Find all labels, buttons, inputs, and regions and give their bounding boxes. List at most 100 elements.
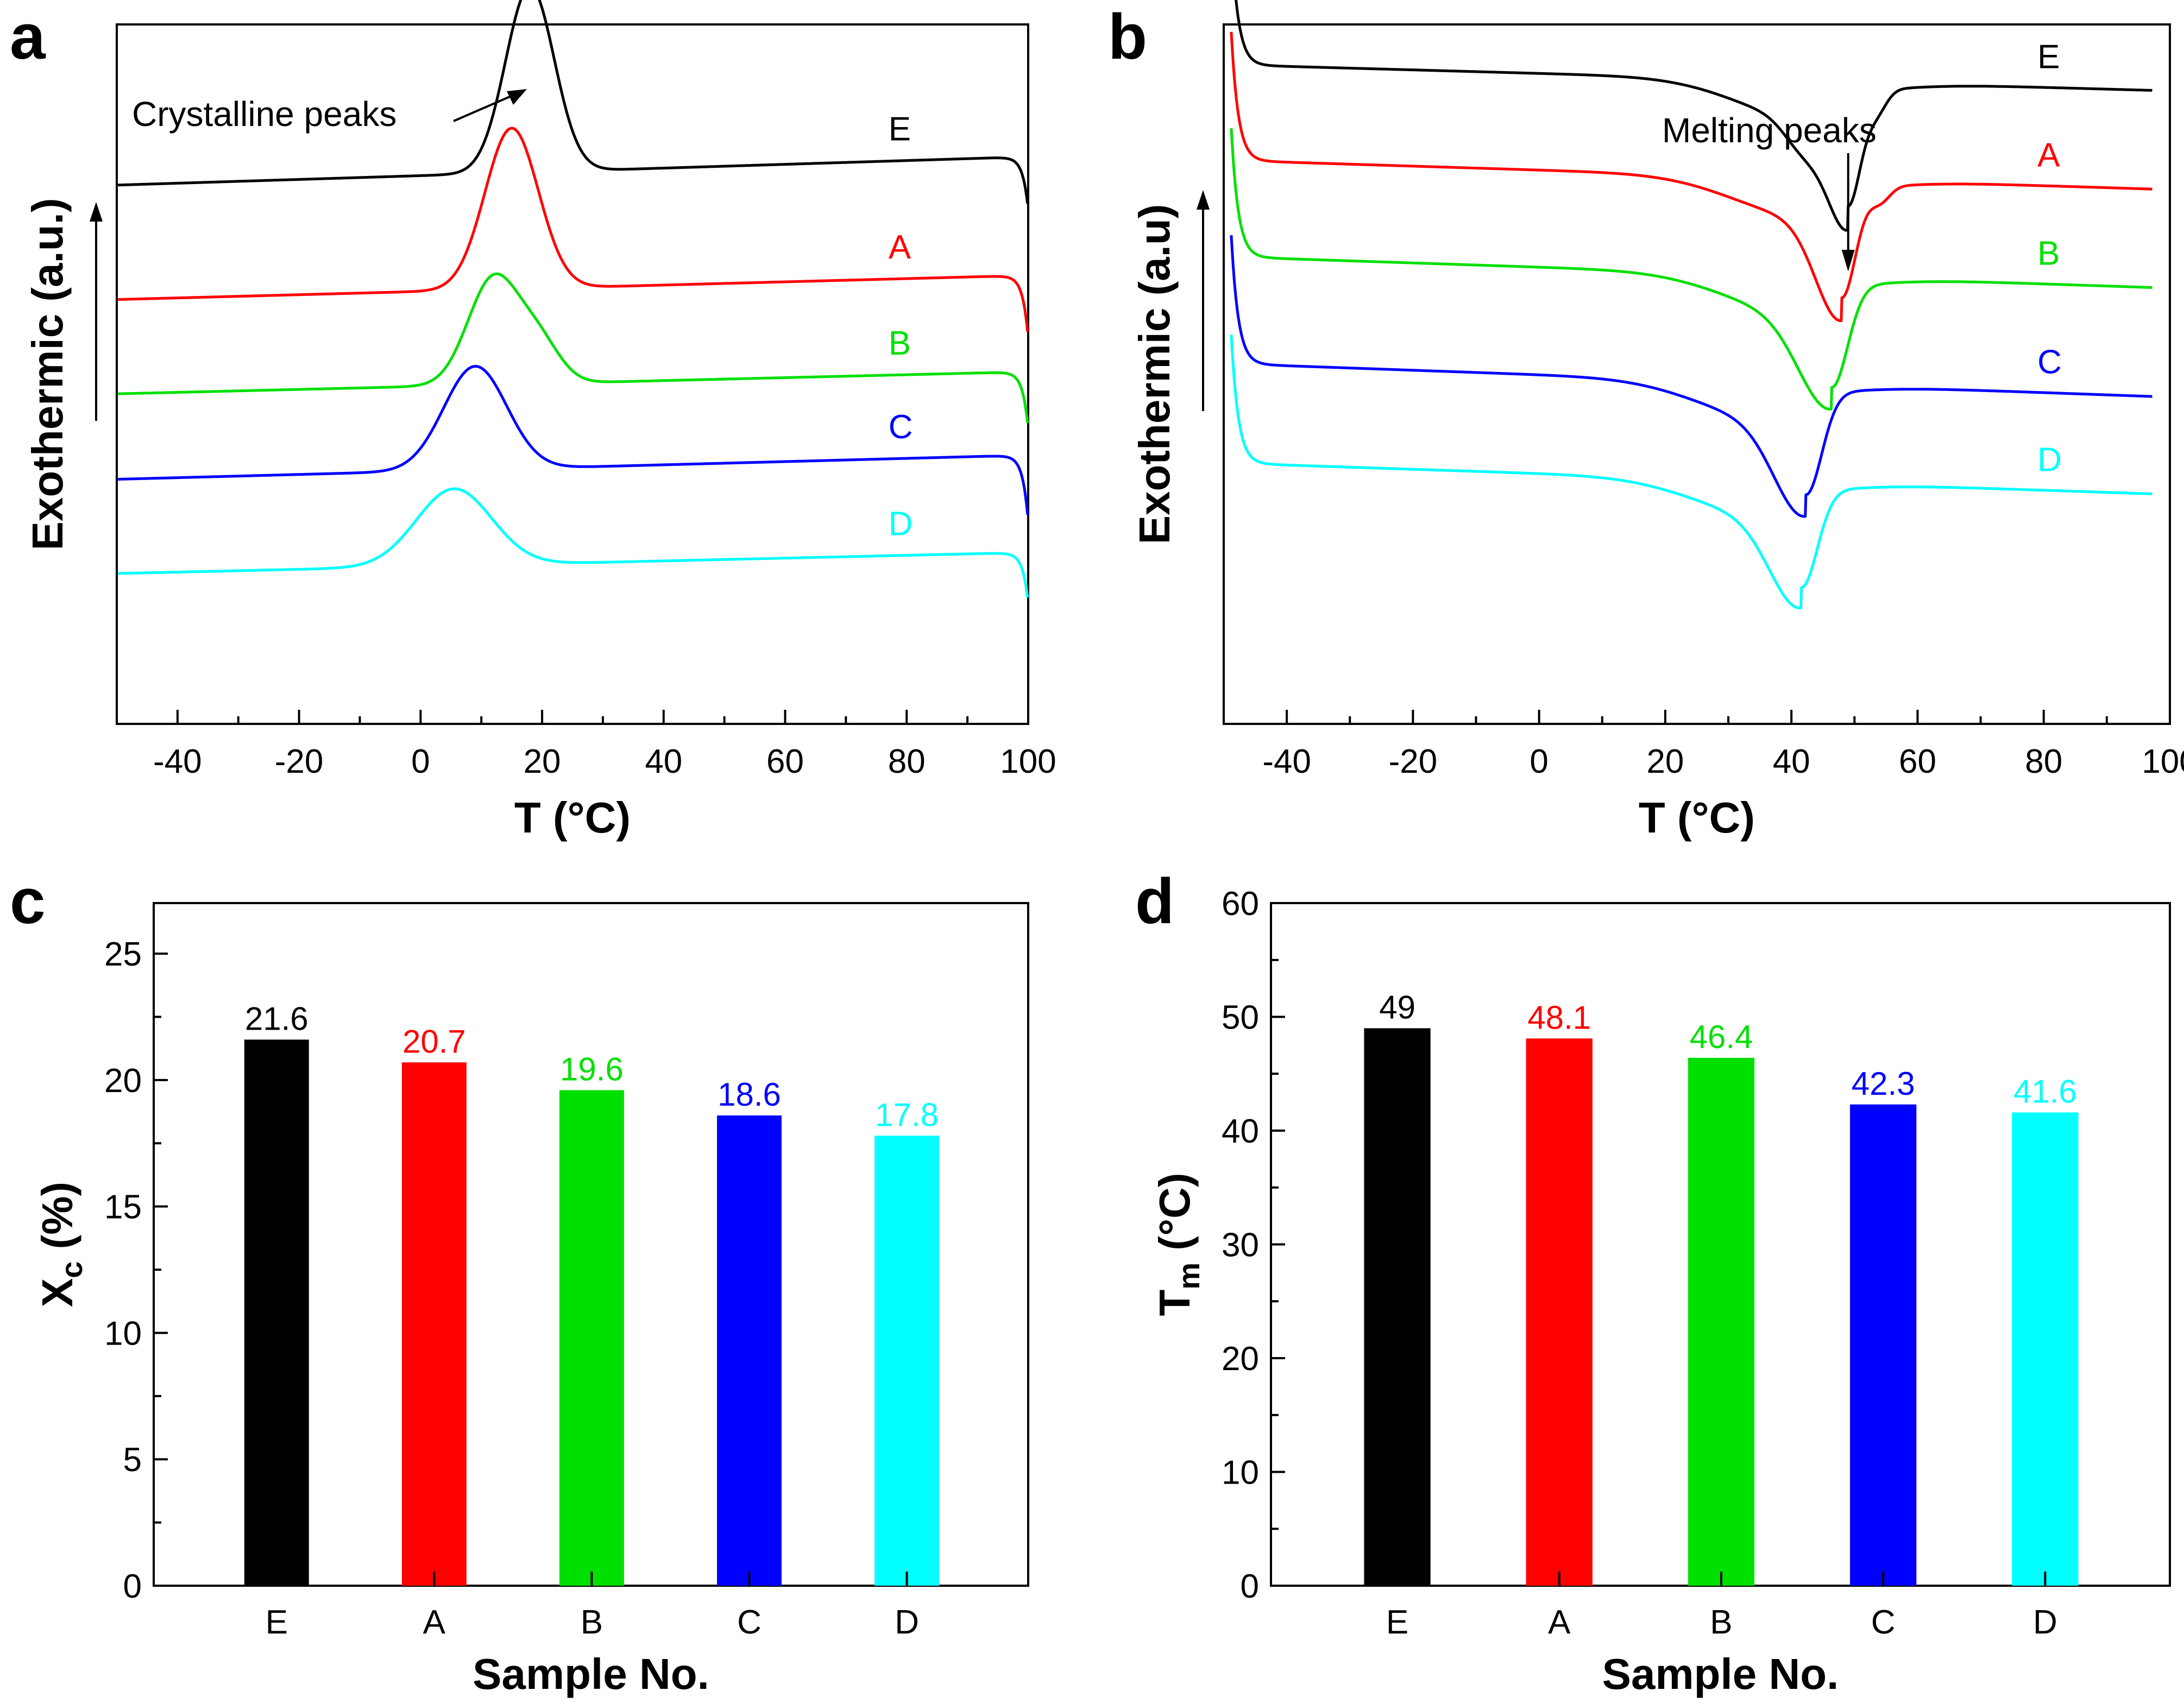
series-line-A — [1230, 31, 2153, 323]
bar-value-label-C: 42.3 — [1852, 1065, 1915, 1102]
bar-B — [1688, 1057, 1755, 1586]
bar-value-label-D: 17.8 — [875, 1096, 939, 1133]
plot-frame — [1223, 23, 2171, 725]
x-tick-label: 40 — [645, 743, 682, 780]
y-axis-title: Exothermic (a.u) — [1130, 204, 1179, 545]
bar-value-label-D: 41.6 — [2013, 1073, 2077, 1109]
y-tick-label: 20 — [1222, 1340, 1259, 1378]
series-line-D — [1230, 335, 2153, 610]
x-tick-label: -40 — [1262, 743, 1311, 780]
series-line-B — [117, 272, 1029, 424]
x-tick-label-C: C — [1871, 1604, 1896, 1641]
bar-E — [1364, 1028, 1431, 1586]
series-line-A — [117, 127, 1029, 332]
x-tick-label-D: D — [2033, 1604, 2057, 1641]
bar-value-label-B: 19.6 — [560, 1051, 624, 1088]
bar-A — [1526, 1038, 1593, 1586]
x-tick-label: 80 — [2025, 743, 2062, 780]
bar-A — [401, 1062, 467, 1586]
y-tick-label: 20 — [104, 1062, 142, 1100]
y-tick-label: 0 — [1241, 1568, 1259, 1605]
bar-E — [244, 1039, 309, 1586]
y-tick-label: 40 — [1222, 1113, 1259, 1150]
series-label-E: E — [889, 111, 911, 148]
bar-value-label-A: 48.1 — [1527, 999, 1591, 1036]
y-axis-title-unit: (°C) — [1150, 1173, 1199, 1263]
bar-C — [717, 1115, 782, 1586]
annotation-arrow-shaft — [453, 93, 517, 122]
annotation-arrow-head — [507, 89, 527, 105]
x-tick-label: -40 — [153, 743, 202, 780]
annotation-melting-peaks: Melting peaks — [1662, 111, 1877, 150]
y-tick-label: 25 — [104, 936, 142, 973]
series-label-B: B — [889, 325, 911, 362]
y-tick-label: 30 — [1222, 1227, 1259, 1264]
panel-d: d 0 10 20 30 40 50 60 49 E 48.1 A 46.4 B 42.3 C 41.6 D Sam… — [1135, 866, 2171, 1698]
series-line-E — [117, 0, 1029, 204]
x-tick-label-D: D — [895, 1604, 919, 1641]
y-axis-title: Xc (%) — [33, 1182, 89, 1307]
y-axis-title: Exothermic (a.u.) — [23, 198, 72, 550]
bar-value-label-C: 18.6 — [717, 1076, 781, 1113]
series-label-E: E — [2037, 39, 2060, 76]
x-tick-label-C: C — [737, 1604, 761, 1641]
series-label-A: A — [889, 229, 911, 266]
annotation-arrow-head — [1841, 250, 1855, 272]
bar-value-label-B: 46.4 — [1690, 1019, 1753, 1055]
y-tick-label: 5 — [123, 1441, 142, 1479]
bar-value-label-E: 21.6 — [245, 1000, 309, 1037]
series-line-D — [117, 487, 1029, 598]
series-label-A: A — [2037, 137, 2060, 174]
y-axis-title-subscript: c — [54, 1262, 89, 1278]
y-axis-title-subscript: m — [1172, 1263, 1206, 1290]
x-tick-label-A: A — [423, 1604, 446, 1641]
panel-letter-a: a — [10, 1, 46, 73]
panel-letter-b: b — [1108, 1, 1147, 73]
x-tick-label: 100 — [2142, 743, 2184, 780]
y-tick-label: 15 — [104, 1189, 142, 1226]
x-axis-title: T (°C) — [1639, 793, 1755, 842]
y-tick-label: 50 — [1222, 999, 1259, 1037]
panel-a: a -40 -20 0 20 40 60 80 100 Exothermic (a.u.) T (°… — [10, 0, 1056, 842]
bar-value-label-A: 20.7 — [402, 1023, 466, 1059]
bar-C — [1850, 1104, 1917, 1586]
y-tick-label: 60 — [1222, 885, 1259, 923]
series-label-D: D — [889, 505, 913, 543]
y-tick-label: 0 — [123, 1568, 142, 1605]
annotation-crystalline-peaks: Crystalline peaks — [132, 94, 396, 134]
series-line-C — [1230, 235, 2153, 518]
panel-c: c 0 5 10 15 20 25 21.6 E 20.7 A 19.6 B 18.6 C 17.8 D Samp… — [10, 866, 1029, 1698]
panel-letter-c: c — [10, 866, 46, 937]
x-tick-label: 60 — [1899, 743, 1936, 780]
bar-B — [559, 1090, 624, 1586]
x-axis-title: T (°C) — [514, 793, 631, 842]
panel-letter-d: d — [1135, 866, 1174, 937]
plot-frame — [116, 23, 1029, 725]
x-axis-title: Sample No. — [473, 1650, 709, 1698]
y-axis-title-unit: (%) — [33, 1182, 81, 1262]
x-tick-label: 0 — [411, 743, 430, 780]
bar-value-label-E: 49 — [1379, 989, 1415, 1025]
y-tick-label: 10 — [104, 1315, 142, 1352]
x-tick-label: 60 — [766, 743, 804, 780]
x-tick-label-E: E — [1386, 1604, 1408, 1641]
x-tick-label: 80 — [888, 743, 926, 780]
x-axis-title: Sample No. — [1602, 1650, 1839, 1698]
x-tick-label: 0 — [1530, 743, 1548, 780]
x-tick-label-B: B — [581, 1604, 603, 1641]
y-axis-title-main: T — [1150, 1289, 1199, 1316]
y-axis-title-main: X — [33, 1278, 81, 1307]
x-tick-label-E: E — [266, 1604, 288, 1641]
bar-D — [874, 1136, 940, 1586]
series-label-B: B — [2037, 235, 2060, 272]
x-tick-label-A: A — [1548, 1604, 1571, 1641]
x-tick-label: 20 — [1646, 743, 1684, 780]
series-label-C: C — [2037, 344, 2062, 381]
x-tick-label: 20 — [524, 743, 561, 780]
y-axis-title: Tm (°C) — [1150, 1173, 1206, 1316]
series-line-C — [117, 365, 1029, 515]
series-label-C: C — [889, 408, 913, 446]
series-line-B — [1230, 128, 2153, 411]
x-tick-label: 100 — [1000, 743, 1056, 780]
